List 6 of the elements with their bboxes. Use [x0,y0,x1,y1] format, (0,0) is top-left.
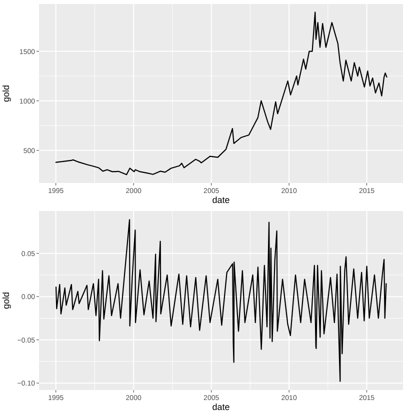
x-axis-title: date [212,195,230,205]
y-axis-title: gold [1,84,11,102]
x-axis-title: date [212,402,230,412]
y-axis-title: gold [1,292,11,310]
line-series [55,12,388,176]
line-series [55,219,387,382]
